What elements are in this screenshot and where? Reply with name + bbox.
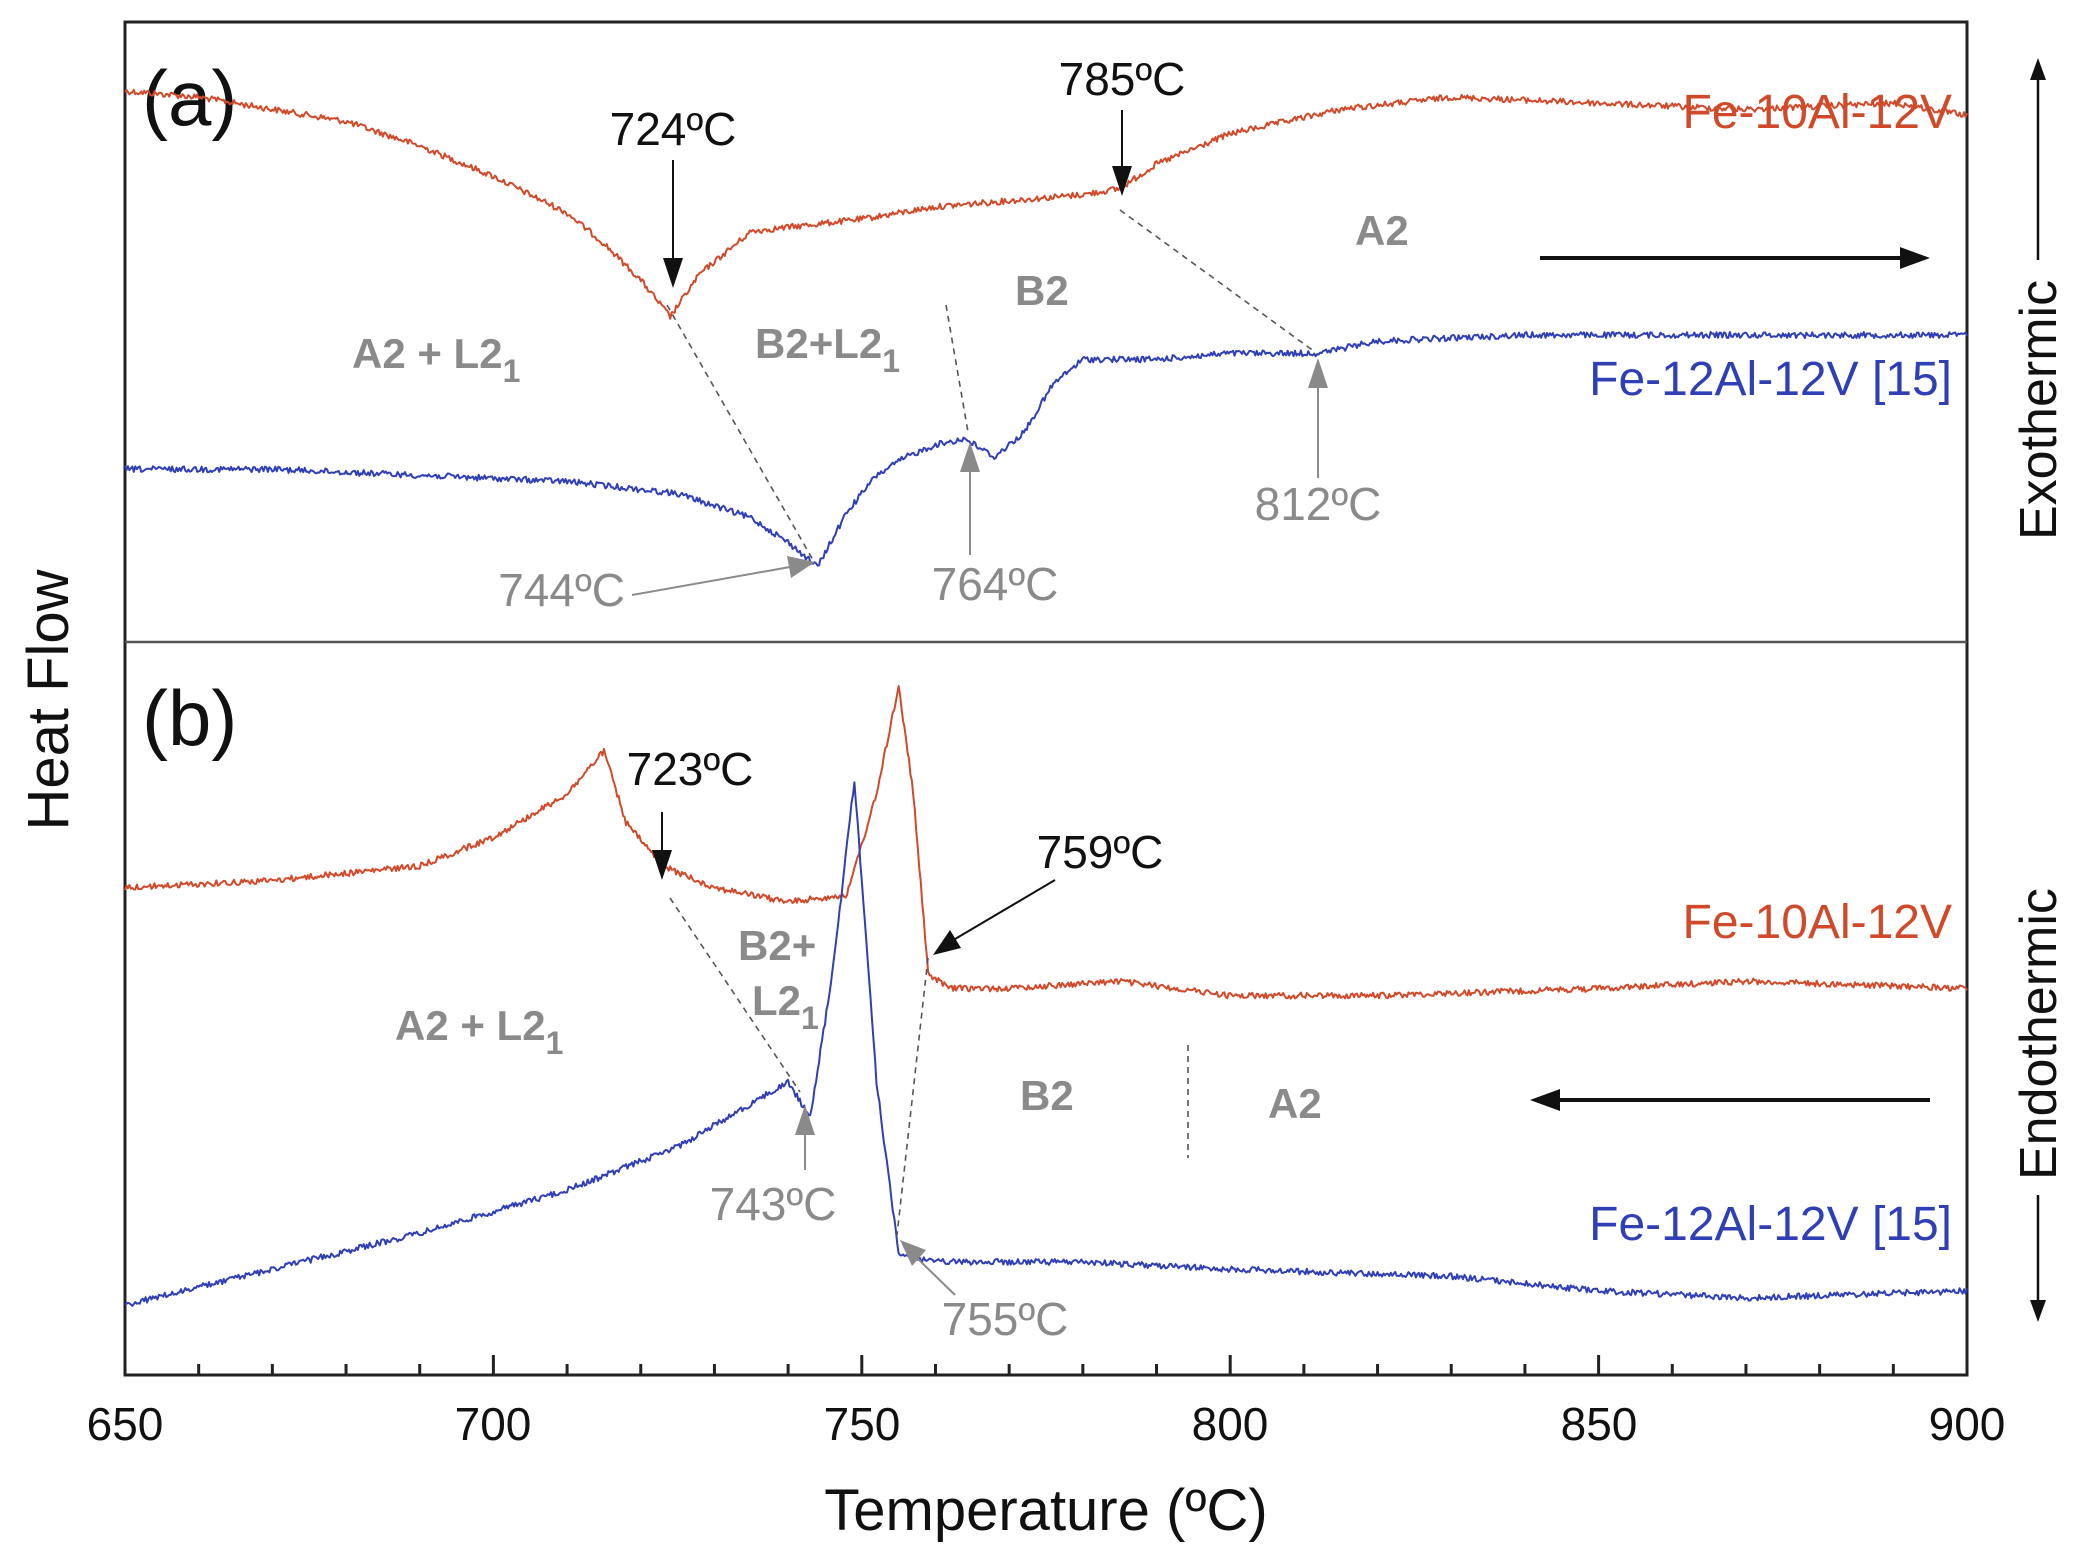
panel-a-legend-fe10al12v: Fe-10Al-12V xyxy=(1683,86,1952,139)
panel-a-annotation-724: 724ºC xyxy=(610,103,737,288)
panel-b-annotation-743: 743ºC xyxy=(710,1105,837,1230)
exothermic-arrowhead xyxy=(2030,58,2046,80)
x-tick-label-650: 650 xyxy=(87,1398,164,1450)
annotation-785-label: 785ºC xyxy=(1059,53,1186,105)
exothermic-label: Exothermic xyxy=(2010,280,2068,540)
panel-b-cooling-arrow xyxy=(1530,1089,1930,1111)
panel-b-label: (b) xyxy=(142,674,237,762)
panel-b-legend-fe10al12v: Fe-10Al-12V xyxy=(1683,896,1952,949)
panel-b-annotation-759: 759ºC xyxy=(933,826,1163,955)
panel-a-annotation-744: 744ºC xyxy=(498,556,815,616)
panel-b-phase-b2: B2 xyxy=(1020,1072,1074,1119)
panel-a-guide-785-812 xyxy=(1119,209,1316,353)
panel-b-phase-a2: A2 xyxy=(1268,1080,1322,1127)
annotation-812-arrowhead xyxy=(1308,358,1328,388)
panel-b-guide-759-755 xyxy=(896,957,929,1236)
panel-a-guide-724-744 xyxy=(666,304,814,561)
panel-a-annotation-812: 812ºC xyxy=(1255,358,1382,530)
annotation-764-arrowhead xyxy=(960,442,980,472)
y-axis-label: Heat Flow xyxy=(16,568,81,830)
x-tick-label-750: 750 xyxy=(824,1398,901,1450)
annotation-785-arrowhead xyxy=(1112,166,1132,196)
annotation-759-label: 759ºC xyxy=(1037,826,1164,878)
panel-a-annotation-764: 764ºC xyxy=(932,442,1059,610)
x-tick-label-900: 900 xyxy=(1929,1398,2006,1450)
panel-b-guide-723-743 xyxy=(669,897,801,1093)
exothermic-indicator: Exothermic xyxy=(2010,58,2068,540)
panel-b-phase-l21: L21 xyxy=(752,977,819,1036)
annotation-764-label: 764ºC xyxy=(932,558,1059,610)
panel-a-legend-fe12al12v: Fe-12Al-12V [15] xyxy=(1589,353,1952,406)
phase-subscript: 1 xyxy=(503,353,521,389)
annotation-724-label: 724ºC xyxy=(610,103,737,155)
annotation-744-label: 744ºC xyxy=(498,564,625,616)
panel-b-series-fe10al12v xyxy=(124,685,1968,1000)
annotation-759-arrowhead xyxy=(933,930,961,955)
annotation-755-label: 755ºC xyxy=(942,1293,1069,1345)
panel-a-series-fe12al12v xyxy=(124,331,1968,567)
panel-b-phase-a2-l21: A2 + L21 xyxy=(395,1002,563,1061)
panel-b-phase-b2-plus: B2+ xyxy=(738,922,816,969)
annotation-743-arrowhead xyxy=(795,1105,815,1135)
annotation-812-label: 812ºC xyxy=(1255,478,1382,530)
panel-b-annotation-755: 755ºC xyxy=(900,1240,1068,1345)
annotation-755-arrowhead xyxy=(900,1240,926,1266)
panel-a-phase-a2: A2 xyxy=(1355,207,1409,254)
panel-a-series-fe10al12v xyxy=(124,88,1968,320)
annotation-743-label: 743ºC xyxy=(710,1178,837,1230)
panel-a-phase-b2: B2 xyxy=(1015,267,1069,314)
panel-a-phase-b2-l21: B2+L21 xyxy=(755,320,900,379)
x-axis-tick-labels: 650 700 750 800 850 900 xyxy=(87,1398,2006,1450)
panel-a-annotation-785: 785ºC xyxy=(1059,53,1186,196)
phase-text: A2 + L2 xyxy=(395,1002,546,1049)
panel-a-phase-a2-l21: A2 + L21 xyxy=(352,330,520,389)
phase-subscript: 1 xyxy=(546,1025,564,1061)
annotation-755-arrow-line xyxy=(916,1257,956,1296)
annotation-723-label: 723ºC xyxy=(627,743,754,795)
panel-b-legend-fe12al12v: Fe-12Al-12V [15] xyxy=(1589,1198,1952,1251)
annotation-759-arrow-line xyxy=(949,879,1056,943)
x-tick-label-850: 850 xyxy=(1561,1398,1638,1450)
phase-subscript: 1 xyxy=(801,1000,819,1036)
x-axis-ticks xyxy=(123,1355,1969,1375)
annotation-744-arrowhead xyxy=(787,556,815,578)
plot-frame xyxy=(123,20,1969,1377)
panel-b-series-fe12al12v xyxy=(124,781,1968,1307)
endothermic-label: Endothermic xyxy=(2010,888,2068,1180)
phase-text: B2+L2 xyxy=(755,320,882,367)
phase-text: L2 xyxy=(752,977,801,1024)
heating-arrowhead xyxy=(1900,247,1930,269)
annotation-724-arrowhead xyxy=(663,258,683,288)
phase-subscript: 1 xyxy=(882,343,900,379)
panel-a-guide-764 xyxy=(945,304,969,433)
endothermic-indicator: Endothermic xyxy=(2010,888,2068,1322)
x-axis-label: Temperature (ºC) xyxy=(824,1478,1267,1543)
phase-text: A2 + L2 xyxy=(352,330,503,377)
panel-b-annotation-723: 723ºC xyxy=(627,743,754,880)
x-tick-label-700: 700 xyxy=(455,1398,532,1450)
annotation-744-arrow-line xyxy=(631,566,791,596)
annotation-723-arrowhead xyxy=(652,850,672,880)
cooling-arrowhead xyxy=(1530,1089,1560,1111)
endothermic-arrowhead xyxy=(2030,1300,2046,1322)
x-tick-label-800: 800 xyxy=(1192,1398,1269,1450)
panel-a-heating-arrow xyxy=(1540,247,1930,269)
